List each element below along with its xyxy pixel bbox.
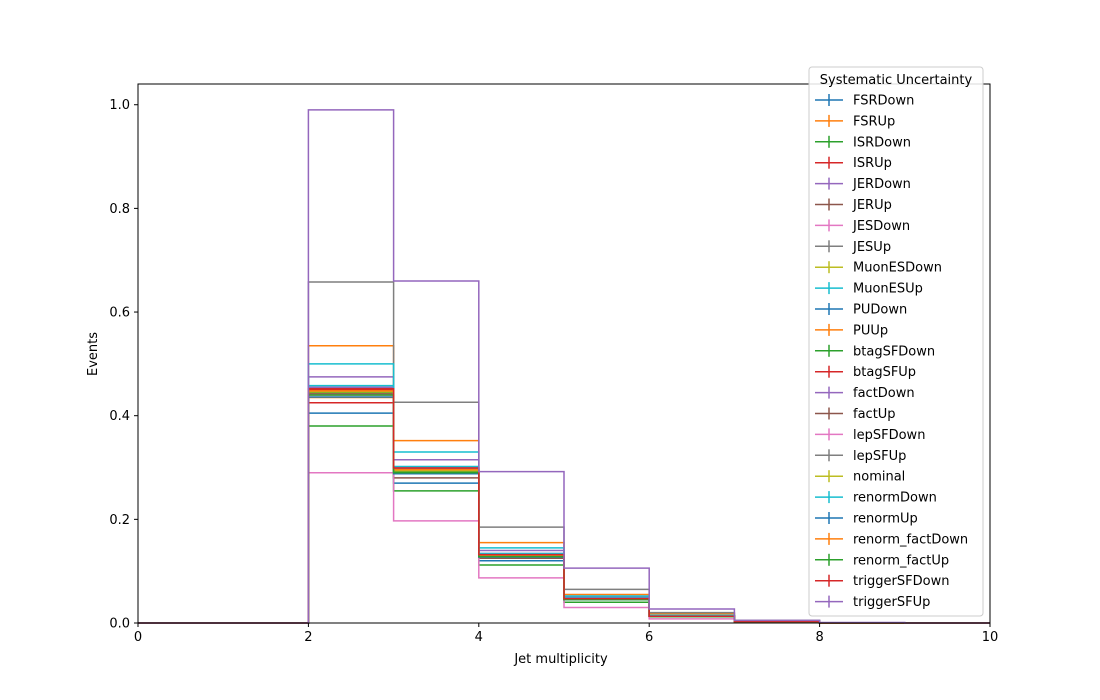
- x-tick-label: 2: [304, 630, 312, 645]
- legend: Systematic Uncertainty FSRDown FSRUp ISRDo…: [808, 66, 984, 617]
- series-step-triggerSFUp: [138, 109, 990, 624]
- legend-item: PUUp: [815, 323, 888, 338]
- legend-item: ISRUp: [815, 156, 892, 171]
- y-tick-label: 0.6: [109, 306, 130, 321]
- legend-label: JESUp: [852, 240, 891, 255]
- legend-item: ISRDown: [815, 135, 911, 150]
- legend-item: PUDown: [815, 303, 907, 318]
- legend-item: factDown: [815, 386, 915, 401]
- legend-label: btagSFUp: [853, 365, 916, 380]
- legend-item: triggerSFDown: [815, 574, 949, 589]
- legend-label: nominal: [853, 470, 905, 485]
- legend-label: renorm_factUp: [853, 553, 949, 568]
- legend-item: FSRDown: [815, 94, 914, 109]
- legend-item: FSRUp: [815, 114, 895, 129]
- legend-item: JESUp: [815, 240, 891, 255]
- legend-item: MuonESDown: [815, 261, 942, 276]
- legend-item: triggerSFUp: [815, 595, 930, 610]
- legend-item: renorm_factUp: [815, 553, 949, 568]
- legend-label: lepSFDown: [853, 428, 925, 443]
- legend-label: triggerSFDown: [853, 574, 949, 589]
- legend-label: factDown: [853, 386, 915, 401]
- legend-item: renormDown: [815, 491, 937, 506]
- legend-item: MuonESUp: [815, 282, 923, 297]
- y-tick-label: 0.0: [109, 617, 130, 632]
- x-tick-label: 6: [645, 630, 653, 645]
- legend-label: JESDown: [852, 219, 910, 234]
- legend-item: factUp: [815, 407, 896, 422]
- y-axis-label: Events: [86, 332, 101, 376]
- legend-item: JERUp: [815, 198, 892, 213]
- legend-label: MuonESUp: [853, 282, 923, 297]
- legend-label: MuonESDown: [853, 261, 942, 276]
- legend-label: ISRUp: [853, 156, 892, 171]
- legend-label: JERDown: [852, 177, 911, 192]
- plot-frame: [137, 83, 991, 624]
- legend-label: triggerSFUp: [853, 595, 930, 610]
- legend-label: lepSFUp: [853, 449, 906, 464]
- x-axis: 0 2 4 6 8 10: [134, 623, 998, 645]
- legend-item: lepSFUp: [815, 449, 906, 464]
- legend-label: factUp: [853, 407, 896, 422]
- legend-label: renormUp: [853, 512, 918, 527]
- legend-item: btagSFDown: [815, 344, 935, 359]
- legend-label: JERUp: [852, 198, 892, 213]
- legend-item: renorm_factDown: [815, 532, 968, 547]
- legend-label: renormDown: [853, 491, 937, 506]
- legend-label: btagSFDown: [853, 344, 935, 359]
- legend-label: PUDown: [853, 303, 907, 318]
- legend-items: FSRDown FSRUp ISRDown ISRUp JERDown JERUp JESD…: [815, 94, 968, 610]
- legend-box: [808, 66, 984, 617]
- y-tick-label: 1.0: [109, 98, 130, 113]
- x-tick-label: 10: [982, 630, 999, 645]
- x-axis-label: Jet multiplicity: [513, 652, 608, 667]
- x-tick-label: 0: [134, 630, 142, 645]
- legend-item: renormUp: [815, 512, 918, 527]
- y-tick-label: 0.2: [109, 513, 130, 528]
- legend-title: Systematic Uncertainty: [820, 73, 973, 88]
- legend-item: JESDown: [815, 219, 910, 234]
- legend-label: FSRDown: [853, 94, 914, 109]
- x-tick-label: 8: [815, 630, 823, 645]
- legend-label: FSRUp: [853, 114, 895, 129]
- legend-label: renorm_factDown: [853, 532, 968, 547]
- legend-item: nominal: [815, 470, 905, 485]
- legend-item: JERDown: [815, 177, 911, 192]
- x-tick-label: 4: [475, 630, 483, 645]
- legend-label: PUUp: [853, 323, 888, 338]
- series-layer: [138, 109, 990, 624]
- y-tick-label: 0.4: [109, 409, 130, 424]
- y-axis: 0.0 0.2 0.4 0.6 0.8 1.0: [109, 98, 138, 632]
- legend-item: lepSFDown: [815, 428, 925, 443]
- legend-item: btagSFUp: [815, 365, 916, 380]
- y-tick-label: 0.8: [109, 202, 130, 217]
- legend-label: ISRDown: [853, 135, 911, 150]
